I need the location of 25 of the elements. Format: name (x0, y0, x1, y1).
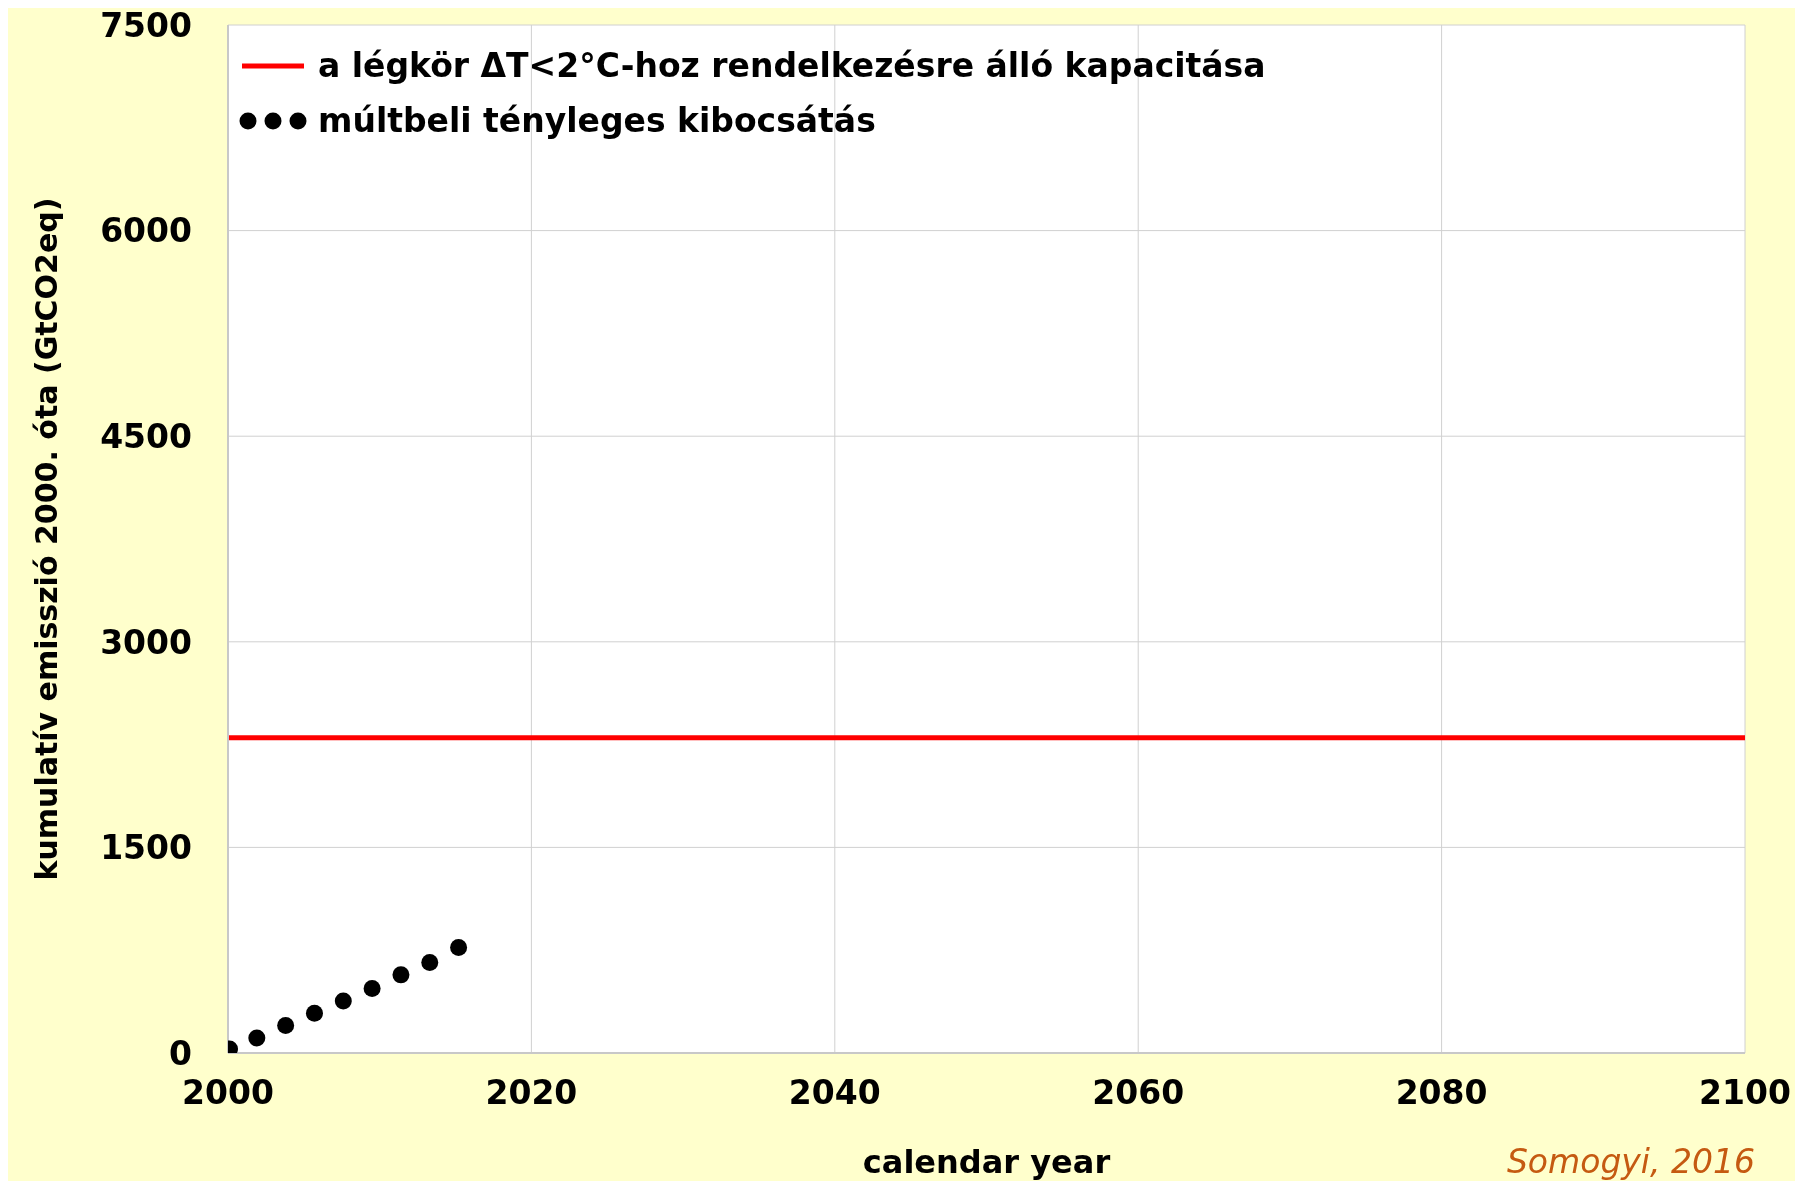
text: Somogyi, 2016 (1506, 1142, 1755, 1181)
legend-label: múltbeli tényleges kibocsátás (318, 101, 876, 140)
y-axis-title: kumulatív emisszió 2000. óta (GtCO2eq) (28, 197, 64, 881)
legend-label: a légkör ΔT<2°C-hoz rendelkezésre álló kapacitása (318, 46, 1266, 85)
point (363, 980, 381, 998)
y-tick-label: 7500 (100, 5, 192, 45)
y-tick-label: 1500 (100, 828, 192, 868)
y-tick-label: 0 (169, 1033, 192, 1073)
point (248, 1029, 266, 1047)
y-tick-label: 3000 (100, 622, 192, 662)
x-tick-label: 2000 (182, 1073, 274, 1113)
point (277, 1017, 295, 1035)
x-tick-label: 2040 (788, 1073, 881, 1113)
point (450, 938, 468, 956)
y-tick-label: 6000 (100, 211, 192, 251)
x-tick-label: 2100 (1699, 1073, 1791, 1113)
point (421, 954, 439, 972)
x-tick-label: 2020 (485, 1073, 578, 1113)
x-tick-label: 2080 (1395, 1073, 1488, 1113)
point (392, 966, 410, 984)
point (305, 1004, 323, 1022)
y-tick-label: 4500 (100, 416, 192, 456)
x-axis-title: calendar year (862, 1143, 1111, 1181)
x-tick-label: 2060 (1092, 1073, 1185, 1113)
point (334, 992, 352, 1010)
